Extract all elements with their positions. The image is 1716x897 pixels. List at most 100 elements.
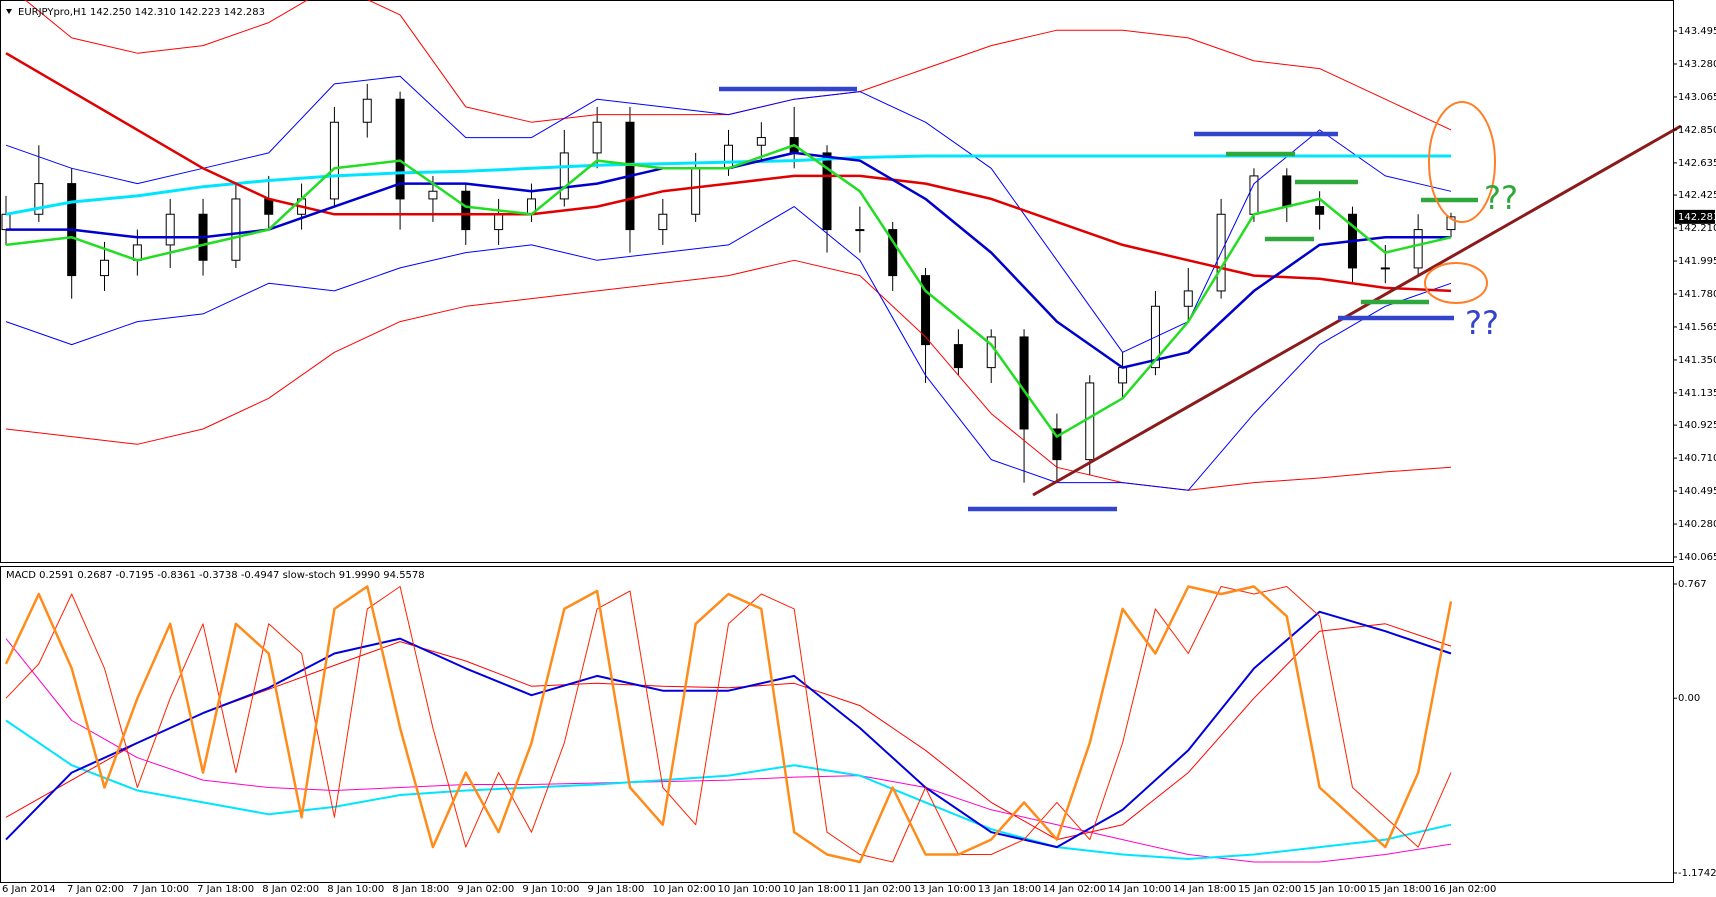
y-tick-label: 0.767 bbox=[1678, 579, 1707, 590]
indicator-panel bbox=[0, 566, 1674, 883]
candle-body bbox=[724, 144, 733, 169]
candle-body bbox=[559, 152, 569, 200]
candle-body bbox=[461, 190, 471, 231]
candle-body bbox=[165, 213, 175, 246]
x-tick-label: 11 Jan 02:00 bbox=[848, 884, 911, 895]
x-tick-label: 13 Jan 10:00 bbox=[913, 884, 976, 895]
x-tick-label: 9 Jan 18:00 bbox=[587, 884, 644, 895]
indicator-title: MACD 0.2591 0.2687 -0.7195 -0.8361 -0.37… bbox=[6, 570, 425, 581]
drawings: ?? ?? bbox=[719, 86, 1682, 512]
y-tick-label: 140.065 bbox=[1678, 552, 1716, 563]
last-price-box bbox=[1675, 209, 1715, 224]
indicator-line bbox=[5, 206, 1452, 491]
candle-body bbox=[888, 229, 898, 277]
price-layer bbox=[1, 0, 1456, 491]
x-tick-label: 15 Jan 02:00 bbox=[1238, 884, 1301, 895]
candle-body bbox=[34, 183, 44, 215]
x-tick-label: 8 Jan 10:00 bbox=[327, 884, 384, 895]
y-tick-label: 141.565 bbox=[1678, 322, 1716, 333]
x-tick-label: 14 Jan 18:00 bbox=[1173, 884, 1236, 895]
candle-body bbox=[1282, 175, 1292, 208]
y-tick-label: 142.210 bbox=[1678, 223, 1716, 234]
annotation: ?? bbox=[1465, 304, 1499, 342]
candle-body bbox=[428, 190, 438, 200]
y-tick-label: 140.710 bbox=[1678, 453, 1716, 464]
indicator-line bbox=[5, 610, 1452, 849]
y-tick-label: 143.280 bbox=[1678, 59, 1716, 70]
highlight-ellipse bbox=[1428, 101, 1496, 223]
indicator-line bbox=[5, 52, 1452, 293]
chart-title: EURJPYpro,H1 142.250 142.310 142.223 142… bbox=[18, 7, 265, 18]
candle-body bbox=[1085, 382, 1095, 461]
candle-body bbox=[822, 152, 832, 231]
trend-line bbox=[1032, 124, 1682, 497]
candle-body bbox=[1052, 428, 1062, 461]
candle-body bbox=[100, 259, 110, 277]
highlight-ellipse bbox=[1424, 262, 1488, 304]
x-tick-label: 6 Jan 2014 bbox=[2, 884, 56, 895]
y-tick-label: 143.495 bbox=[1678, 26, 1716, 37]
y-tick-label: 140.280 bbox=[1678, 519, 1716, 530]
blue-levels bbox=[719, 86, 1454, 512]
candle-body bbox=[592, 121, 602, 154]
candle-body bbox=[1019, 336, 1029, 430]
candle-body bbox=[362, 98, 372, 123]
candle-body bbox=[1118, 367, 1128, 384]
x-tick-label: 15 Jan 18:00 bbox=[1368, 884, 1431, 895]
x-tick-label: 10 Jan 18:00 bbox=[783, 884, 846, 895]
indicator-line bbox=[5, 719, 1452, 860]
candle-body bbox=[395, 98, 405, 200]
candle-body bbox=[953, 344, 963, 369]
indicator-layer bbox=[4, 585, 1453, 864]
x-tick-label: 10 Jan 10:00 bbox=[718, 884, 781, 895]
candle-body bbox=[1380, 267, 1390, 270]
y-tick-label: 142.635 bbox=[1678, 158, 1716, 169]
candle-body bbox=[264, 198, 274, 215]
x-tick-label: 9 Jan 10:00 bbox=[522, 884, 579, 895]
candle-body bbox=[231, 198, 241, 261]
last-price-label: 142.283 bbox=[1678, 212, 1716, 223]
y-tick-label: 142.850 bbox=[1678, 125, 1716, 136]
x-tick-label: 9 Jan 02:00 bbox=[457, 884, 514, 895]
candle-body bbox=[494, 213, 504, 231]
candle-body bbox=[691, 167, 701, 215]
indicator-line bbox=[5, 259, 1452, 491]
x-tick-label: 10 Jan 02:00 bbox=[653, 884, 716, 895]
x-tick-label: 7 Jan 18:00 bbox=[197, 884, 254, 895]
x-tick-label: 8 Jan 02:00 bbox=[262, 884, 319, 895]
x-tick-label: 14 Jan 10:00 bbox=[1108, 884, 1171, 895]
y-tick-label: 140.925 bbox=[1678, 420, 1716, 431]
y-tick-label: 140.495 bbox=[1678, 486, 1716, 497]
candle-body bbox=[329, 121, 339, 200]
x-tick-label: 13 Jan 18:00 bbox=[978, 884, 1041, 895]
candle-body bbox=[132, 244, 142, 261]
y-tick-label: 141.780 bbox=[1678, 289, 1716, 300]
y-tick-label: -1.1742 bbox=[1678, 868, 1716, 879]
menu-arrow[interactable] bbox=[6, 9, 12, 14]
x-tick-label: 15 Jan 10:00 bbox=[1303, 884, 1366, 895]
annotation: ?? bbox=[1484, 179, 1518, 217]
green-levels bbox=[1226, 151, 1478, 305]
x-tick-label: 8 Jan 18:00 bbox=[392, 884, 449, 895]
y-tick-label: 142.425 bbox=[1678, 190, 1716, 201]
y-tick-label: 141.135 bbox=[1678, 388, 1716, 399]
candle-body bbox=[921, 275, 931, 346]
x-tick-label: 16 Jan 02:00 bbox=[1433, 884, 1496, 895]
y-tick-label: 0.00 bbox=[1678, 693, 1700, 704]
y-tick-label: 141.995 bbox=[1678, 256, 1716, 267]
candle-body bbox=[1413, 229, 1423, 269]
candle-body bbox=[756, 137, 766, 146]
x-tick-label: 7 Jan 02:00 bbox=[67, 884, 124, 895]
candle-body bbox=[1446, 216, 1456, 231]
indicator-line bbox=[5, 75, 1452, 353]
candle-body bbox=[1315, 206, 1325, 215]
indicator-line bbox=[5, 143, 1452, 438]
indicator-line bbox=[4, 585, 1453, 864]
candle-body bbox=[1183, 290, 1193, 307]
candle-body bbox=[658, 213, 668, 231]
y-tick-label: 143.065 bbox=[1678, 92, 1716, 103]
candle-body bbox=[1, 213, 11, 231]
x-tick-label: 7 Jan 10:00 bbox=[132, 884, 189, 895]
